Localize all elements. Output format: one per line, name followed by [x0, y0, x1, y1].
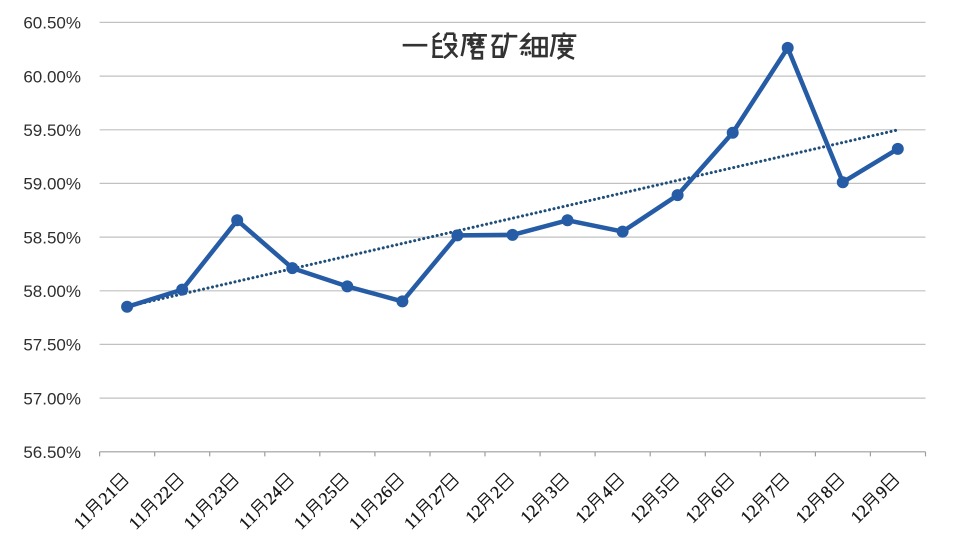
svg-text:60.00%: 60.00% — [23, 67, 81, 86]
svg-text:58.00%: 58.00% — [23, 282, 81, 301]
svg-text:57.00%: 57.00% — [23, 389, 81, 408]
svg-text:58.50%: 58.50% — [23, 228, 81, 247]
svg-text:57.50%: 57.50% — [23, 336, 81, 355]
svg-text:60.50%: 60.50% — [23, 14, 81, 33]
svg-text:56.50%: 56.50% — [23, 443, 81, 462]
svg-text:59.00%: 59.00% — [23, 175, 81, 194]
svg-text:59.50%: 59.50% — [23, 121, 81, 140]
